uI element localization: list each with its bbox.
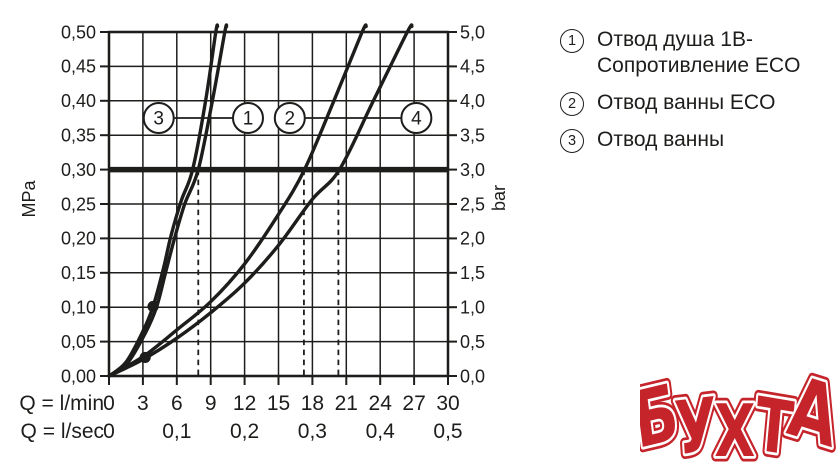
svg-text:0,4: 0,4 xyxy=(366,420,396,443)
svg-text:0,30: 0,30 xyxy=(61,160,96,180)
svg-text:Q = l/sec: Q = l/sec xyxy=(21,420,104,443)
svg-text:0,35: 0,35 xyxy=(61,126,96,146)
legend-item-line2: Сопротивление ECO xyxy=(597,54,801,77)
svg-text:2,0: 2,0 xyxy=(460,229,485,249)
svg-text:21: 21 xyxy=(335,392,358,415)
svg-text:0,05: 0,05 xyxy=(61,332,96,352)
svg-text:0,40: 0,40 xyxy=(61,91,96,111)
legend-item: 2 Отвод ванны ECO xyxy=(560,90,800,116)
legend-item-number: 3 xyxy=(560,129,584,153)
svg-text:15: 15 xyxy=(267,392,290,415)
svg-text:27: 27 xyxy=(402,392,425,415)
svg-text:bar: bar xyxy=(489,185,509,211)
svg-text:0,2: 0,2 xyxy=(230,420,259,443)
svg-text:Х: Х xyxy=(714,389,755,463)
svg-text:0: 0 xyxy=(103,420,115,443)
svg-text:4: 4 xyxy=(411,109,422,130)
legend-item-number: 2 xyxy=(560,92,584,116)
svg-text:4,0: 4,0 xyxy=(460,91,485,111)
svg-text:Q = l/min: Q = l/min xyxy=(19,392,104,415)
svg-text:0,20: 0,20 xyxy=(61,229,96,249)
legend-item-line1: Отвод ванны xyxy=(597,128,725,151)
svg-text:0: 0 xyxy=(103,392,115,415)
legend-item-number: 1 xyxy=(560,29,584,53)
svg-text:3: 3 xyxy=(137,392,149,415)
legend-item-line1: Отвод ванны ECO xyxy=(597,91,776,114)
legend: 1 Отвод душа 1B- Сопротивление ECO 2 Отв… xyxy=(560,27,800,164)
svg-text:9: 9 xyxy=(205,392,217,415)
svg-text:1,0: 1,0 xyxy=(460,298,485,318)
legend-item-line1: Отвод душа 1B- xyxy=(597,28,753,51)
svg-text:0,3: 0,3 xyxy=(298,420,327,443)
svg-text:4,5: 4,5 xyxy=(460,57,485,77)
svg-text:3,0: 3,0 xyxy=(460,160,485,180)
svg-text:У: У xyxy=(672,383,720,463)
svg-text:0,5: 0,5 xyxy=(433,420,462,443)
svg-text:24: 24 xyxy=(369,392,393,415)
svg-text:0,5: 0,5 xyxy=(460,332,485,352)
svg-text:3,5: 3,5 xyxy=(460,126,485,146)
svg-text:3: 3 xyxy=(153,109,164,130)
svg-text:MPa: MPa xyxy=(19,180,39,218)
svg-text:0,45: 0,45 xyxy=(61,57,96,77)
legend-item-label: Отвод душа 1B- Сопротивление ECO xyxy=(597,27,800,79)
svg-text:0,00: 0,00 xyxy=(61,366,96,386)
svg-text:Х: Х xyxy=(714,389,755,463)
legend-item: 1 Отвод душа 1B- Сопротивление ECO xyxy=(560,27,800,79)
svg-text:0,50: 0,50 xyxy=(61,22,96,42)
svg-text:0,10: 0,10 xyxy=(61,298,96,318)
svg-text:0,25: 0,25 xyxy=(61,194,96,214)
legend-item-label: Отвод ванны xyxy=(597,127,724,153)
legend-item: 3 Отвод ванны xyxy=(560,127,800,153)
svg-text:30: 30 xyxy=(436,392,459,415)
svg-text:1: 1 xyxy=(243,109,254,130)
svg-text:2,5: 2,5 xyxy=(460,194,485,214)
svg-text:А: А xyxy=(782,358,840,463)
svg-text:6: 6 xyxy=(171,392,183,415)
svg-text:0,15: 0,15 xyxy=(61,263,96,283)
svg-text:0,0: 0,0 xyxy=(460,366,485,386)
svg-text:12: 12 xyxy=(233,392,256,415)
flow-pressure-chart: 0,50 5,00,45 4,50,40 4,00,35 3,50,30 3,00,25 2… xyxy=(19,22,509,443)
svg-text:18: 18 xyxy=(301,392,324,415)
svg-text:1,5: 1,5 xyxy=(460,263,485,283)
svg-text:2: 2 xyxy=(285,109,296,130)
legend-item-label: Отвод ванны ECO xyxy=(597,90,775,116)
svg-text:0,1: 0,1 xyxy=(162,420,191,443)
svg-text:5,0: 5,0 xyxy=(460,22,485,42)
